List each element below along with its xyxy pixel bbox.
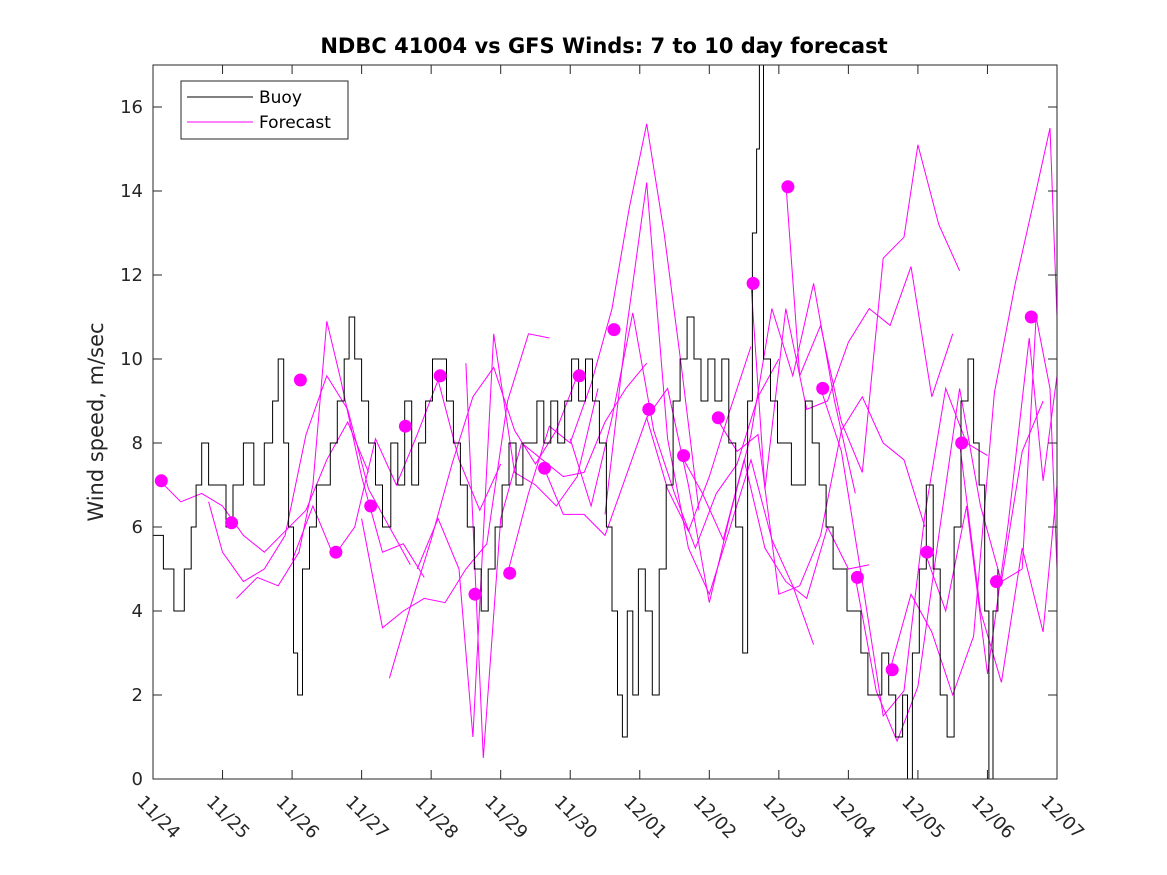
forecast-line-7 bbox=[416, 333, 599, 738]
forecast-marker-10 bbox=[538, 461, 551, 475]
forecast-marker-11 bbox=[572, 369, 586, 383]
forecast-marker-2 bbox=[225, 516, 239, 530]
y-axis-ticks: 0 2 4 6 8 10 12 14 16 bbox=[120, 97, 1057, 790]
forecast-line-3 bbox=[236, 321, 425, 599]
forecast-marker-4 bbox=[329, 545, 343, 559]
forecast-line-12 bbox=[604, 182, 815, 645]
forecast-series bbox=[159, 123, 1058, 759]
x-tick-label: 11/27 bbox=[341, 792, 393, 844]
buoy-line bbox=[153, 64, 999, 780]
forecast-line-16 bbox=[750, 266, 954, 490]
forecast-line-20 bbox=[889, 127, 1058, 697]
y-axis-label: Wind speed, m/sec bbox=[84, 322, 108, 521]
forecast-marker-20 bbox=[885, 663, 899, 677]
y-tick-label: 10 bbox=[120, 349, 143, 370]
forecast-marker-19 bbox=[850, 570, 864, 584]
y-tick-label: 16 bbox=[120, 97, 143, 118]
y-tick-label: 14 bbox=[120, 181, 143, 202]
forecast-line-9 bbox=[507, 123, 700, 574]
forecast-marker-12 bbox=[607, 323, 621, 337]
forecast-marker-21 bbox=[920, 545, 934, 559]
forecast-marker-15 bbox=[711, 411, 725, 425]
forecast-marker-8 bbox=[468, 587, 482, 601]
x-tick-label: 12/06 bbox=[967, 792, 1019, 844]
forecast-line-5 bbox=[361, 333, 550, 629]
y-tick-label: 12 bbox=[120, 265, 143, 286]
legend-box bbox=[180, 80, 349, 140]
x-tick-label: 12/05 bbox=[897, 792, 949, 844]
y-tick-label: 2 bbox=[132, 685, 143, 706]
forecast-marker-18 bbox=[816, 381, 830, 395]
forecast-line-11 bbox=[569, 312, 780, 550]
x-tick-label: 12/01 bbox=[619, 792, 671, 844]
forecast-marker-16 bbox=[746, 276, 760, 290]
legend: Buoy Forecast bbox=[180, 80, 349, 140]
y-tick-label: 8 bbox=[132, 433, 143, 454]
legend-forecast-label: Forecast bbox=[259, 113, 331, 133]
legend-buoy-label: Buoy bbox=[259, 88, 302, 108]
forecast-line-18 bbox=[820, 386, 988, 718]
x-tick-label: 12/02 bbox=[689, 792, 741, 844]
forecast-markers bbox=[154, 180, 1038, 677]
x-tick-label: 11/25 bbox=[202, 792, 254, 844]
forecast-marker-24 bbox=[1024, 310, 1038, 324]
chart-title: NDBC 41004 vs GFS Winds: 7 to 10 day for… bbox=[320, 34, 887, 58]
forecast-marker-17 bbox=[781, 180, 795, 194]
y-tick-label: 6 bbox=[132, 517, 143, 538]
forecast-marker-1 bbox=[154, 474, 168, 488]
x-tick-label: 11/30 bbox=[550, 792, 602, 844]
forecast-line-1 bbox=[159, 420, 370, 553]
forecast-line-17 bbox=[785, 144, 961, 473]
forecast-marker-9 bbox=[503, 566, 517, 580]
forecast-line-19 bbox=[854, 388, 1044, 743]
forecast-marker-13 bbox=[642, 402, 656, 416]
forecast-marker-3 bbox=[293, 373, 307, 387]
forecast-line-22 bbox=[959, 442, 1058, 683]
x-tick-label: 11/24 bbox=[132, 792, 184, 844]
forecast-marker-5 bbox=[364, 499, 378, 513]
forecast-marker-14 bbox=[677, 449, 691, 463]
y-tick-label: 4 bbox=[132, 601, 143, 622]
forecast-marker-7 bbox=[433, 369, 447, 383]
x-tick-label: 12/04 bbox=[828, 792, 880, 844]
forecast-line-6 bbox=[388, 366, 578, 679]
x-tick-label: 11/29 bbox=[480, 792, 532, 844]
forecast-marker-6 bbox=[398, 419, 412, 433]
x-tick-label: 12/03 bbox=[758, 792, 810, 844]
forecast-line-4 bbox=[291, 378, 502, 561]
x-tick-label: 12/07 bbox=[1036, 792, 1088, 844]
forecast-marker-23 bbox=[990, 575, 1003, 589]
axes-box bbox=[152, 64, 1058, 780]
x-tick-label: 11/28 bbox=[411, 792, 463, 844]
forecast-line-8 bbox=[465, 362, 648, 759]
y-tick-label: 0 bbox=[132, 769, 143, 790]
forecast-marker-22 bbox=[955, 436, 969, 450]
x-tick-label: 11/26 bbox=[272, 792, 324, 844]
buoy-series bbox=[153, 64, 999, 780]
forecast-line-15 bbox=[715, 395, 926, 595]
